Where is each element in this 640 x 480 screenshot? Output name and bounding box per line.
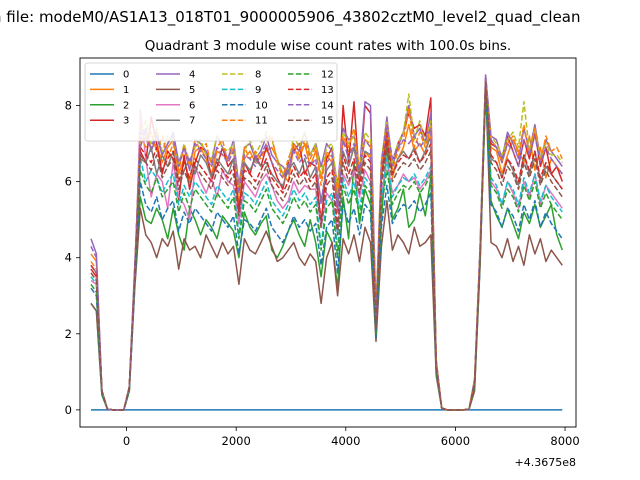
y-tick-label: 6 [65, 175, 72, 189]
legend-label-15: 15 [321, 116, 334, 127]
legend-label-7: 7 [189, 116, 195, 127]
legend-label-11: 11 [255, 116, 268, 127]
chart-title: Quadrant 3 module wise count rates with … [145, 38, 511, 54]
series-line-10 [90, 89, 563, 411]
legend-label-12: 12 [321, 70, 334, 81]
x-tick-label: 0 [123, 434, 130, 448]
y-tick-label: 8 [65, 99, 72, 113]
x-tick-label: 8000 [550, 434, 579, 448]
legend-label-2: 2 [123, 100, 129, 111]
y-tick-label: 4 [65, 251, 72, 265]
y-tick-label: 2 [65, 327, 72, 341]
x-offset-label: +4.3675e8 [515, 456, 576, 469]
x-tick-label: 2000 [222, 434, 251, 448]
legend-frame [84, 62, 338, 142]
legend-label-10: 10 [255, 100, 268, 111]
legend-label-5: 5 [189, 85, 195, 96]
series-line-15 [90, 81, 563, 411]
legend-label-3: 3 [123, 116, 129, 127]
legend-label-13: 13 [321, 85, 334, 96]
legend-label-4: 4 [189, 70, 195, 81]
legend-label-8: 8 [255, 70, 261, 81]
legend-label-0: 0 [123, 70, 129, 81]
x-tick-label: 6000 [441, 434, 470, 448]
legend-label-1: 1 [123, 85, 129, 96]
legend-label-14: 14 [321, 100, 334, 111]
legend-label-9: 9 [255, 85, 261, 96]
x-tick-label: 4000 [331, 434, 360, 448]
legend-label-6: 6 [189, 100, 195, 111]
axis-ticks: 0 2000 4000 6000 8000 0 2 4 6 8 [65, 99, 580, 448]
plot-frame [79, 57, 577, 428]
series-line-12 [90, 89, 563, 411]
y-tick-label: 0 [65, 403, 72, 417]
figure-suptitle: n file: modeM0/AS1A13_018T01_9000005906_… [0, 8, 581, 27]
